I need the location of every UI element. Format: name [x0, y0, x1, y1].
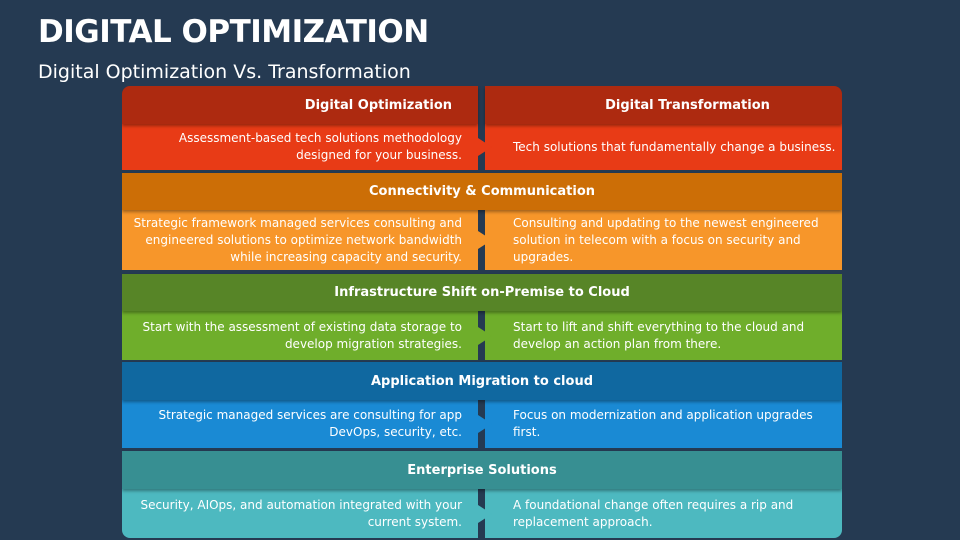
arrow-right-icon — [478, 326, 492, 345]
comparison-table: Digital Optimization Digital Transformat… — [122, 86, 842, 538]
optimization-cell: Strategic managed services are consultin… — [122, 400, 478, 448]
optimization-cell: Strategic framework managed services con… — [122, 210, 478, 270]
transformation-cell: Tech solutions that fundamentally change… — [485, 124, 842, 170]
slide-title: DIGITAL OPTIMIZATION — [38, 14, 429, 50]
transformation-cell: A foundational change often requires a r… — [485, 489, 842, 538]
arrow-right-icon — [478, 415, 492, 433]
transformation-cell: Focus on modernization and application u… — [485, 400, 842, 448]
optimization-cell: Start with the assessment of existing da… — [122, 311, 478, 360]
optimization-cell: Security, AIOps, and automation integrat… — [122, 489, 478, 538]
row-heading: Application Migration to cloud — [122, 362, 842, 400]
row-heading: Enterprise Solutions — [122, 451, 842, 489]
optimization-cell: Assessment-based tech solutions methodol… — [122, 124, 478, 170]
slide-subtitle: Digital Optimization Vs. Transformation — [38, 61, 411, 83]
arrow-right-icon — [478, 504, 492, 523]
arrow-right-icon — [478, 138, 492, 156]
column-header-optimization: Digital Optimization — [122, 86, 478, 124]
transformation-cell: Consulting and updating to the newest en… — [485, 210, 842, 270]
row-heading: Connectivity & Communication — [122, 173, 842, 210]
transformation-cell: Start to lift and shift everything to th… — [485, 311, 842, 360]
arrow-right-icon — [478, 231, 492, 249]
column-header-transformation: Digital Transformation — [485, 86, 842, 124]
row-heading: Infrastructure Shift on-Premise to Cloud — [122, 274, 842, 311]
